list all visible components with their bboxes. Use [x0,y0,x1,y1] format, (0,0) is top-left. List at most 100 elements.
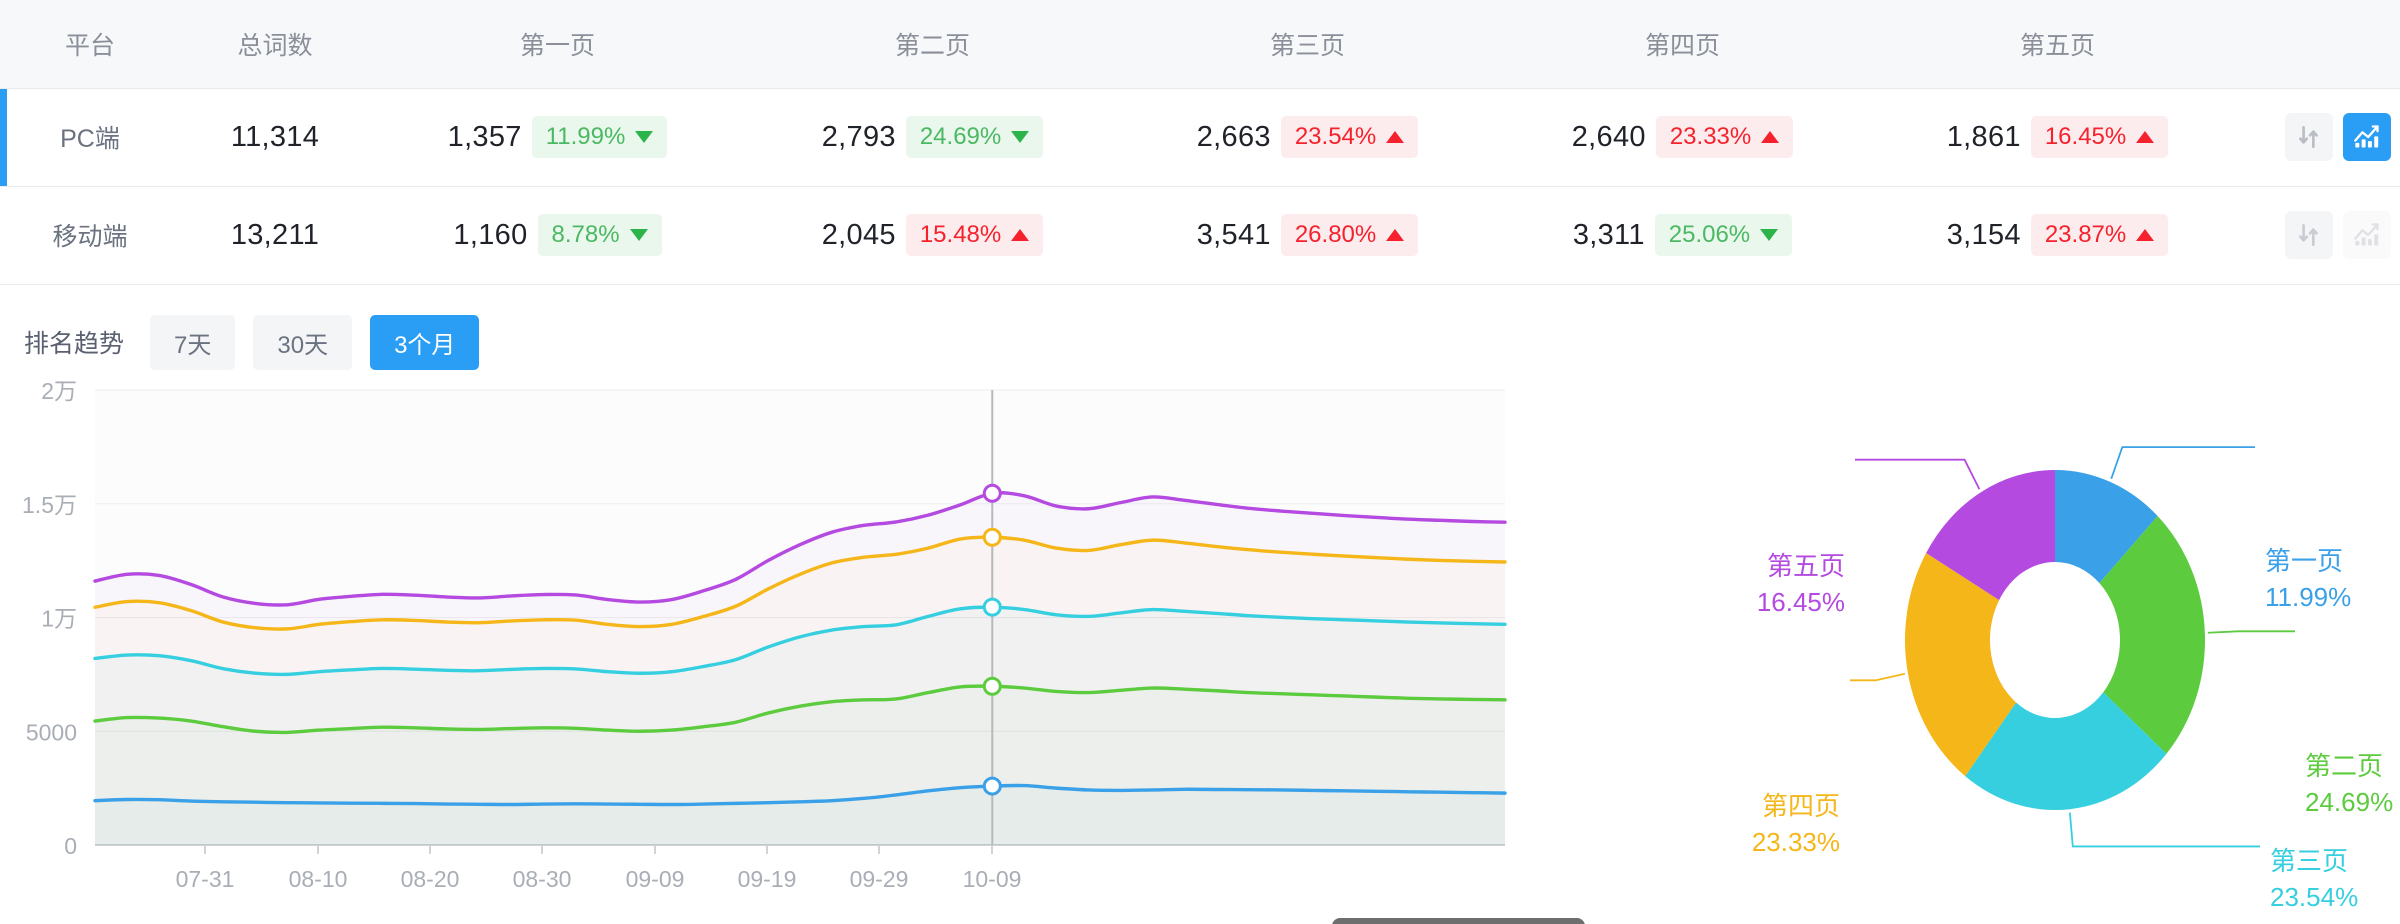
page-percent-badge: 23.87% [2030,214,2169,256]
donut-label-第五页: 第五页 [1767,551,1845,581]
donut-leader-line [2110,445,2255,479]
col-header-page-3: 第三页 [1120,0,1495,89]
y-axis-tick-label: 2万 [41,378,77,404]
donut-label-第四页: 第四页 [1762,791,1840,821]
page-count: 2,793 [821,120,896,153]
chart-icon[interactable] [2342,113,2391,161]
page-percent-badge: 11.99% [531,116,668,158]
donut-value-第四页: 23.33% [1752,827,1840,857]
donut-slice-第四页[interactable] [1905,552,2017,776]
platform-label: 移动端 [52,223,128,251]
cell-total: 11,314 [180,88,370,186]
page-percent-badge: 15.48% [905,214,1044,256]
arrow-up-icon [1386,229,1405,241]
page-percent-badge: 23.54% [1280,116,1419,158]
arrow-up-icon [1386,131,1405,143]
col-header-page-1: 第一页 [370,0,745,89]
cell-platform: PC端 [0,88,180,186]
table-body: PC端 11,314 1,357 11.99% [0,88,2400,284]
page-count: 2,663 [1196,120,1271,153]
page-percent: 8.78% [551,221,620,248]
range-3m[interactable]: 3个月 [370,314,480,370]
page-percent: 26.80% [1294,221,1377,248]
charts-area: 0 5000 1万 1.5万 2万 07-31 08-10 08-20 08-30 09-09 09… [0,370,2400,924]
chart-icon[interactable] [2342,211,2391,259]
crosshair-marker [982,597,1002,617]
page-count: 3,311 [1572,218,1645,251]
page-percent: 16.45% [2044,123,2127,150]
donut-label-第一页: 第一页 [2265,546,2343,576]
donut-value-第一页: 11.99% [2265,582,2351,612]
donut-leader-line [2207,629,2295,634]
page-percent: 15.48% [919,221,1002,248]
x-axis-tick-label: 10-09 [963,866,1022,892]
donut-slice-第三页[interactable] [1965,691,2167,810]
cell-page-1: 1,357 11.99% [370,88,745,186]
crosshair-marker [982,676,1002,696]
crosshair-marker [982,776,1002,796]
arrow-down-icon [629,229,648,241]
cell-actions [2245,186,2400,284]
col-header-total: 总词数 [180,0,370,89]
platform-rank-table: 平台 总词数 第一页 第二页 第三页 第四页 第五页 PC端 11,314 [0,0,2400,285]
page-count: 1,357 [447,120,522,153]
series-line-前10名 [93,783,1507,806]
page-count: 3,541 [1196,218,1271,251]
x-axis-tick-label: 09-09 [626,866,685,892]
crosshair-marker [982,527,1002,547]
rank-trend-line-chart[interactable]: 0 5000 1万 1.5万 2万 07-31 08-10 08-20 08-30 09-09 09… [0,370,1700,924]
page-percent-badge: 8.78% [537,214,662,256]
page-percent-badge: 24.69% [905,116,1044,158]
cell-page-4: 2,640 23.33% [1495,88,1870,186]
page-percent-badge: 23.33% [1655,116,1794,158]
cell-page-4: 3,311 25.06% [1495,186,1870,284]
col-header-page-2: 第二页 [745,0,1120,89]
donut-leader-line [1855,458,1981,490]
donut-slice-第五页[interactable] [1926,469,2055,600]
page-percent-badge: 26.80% [1280,214,1419,256]
platform-label: PC端 [60,125,120,153]
table-header: 平台 总词数 第一页 第二页 第三页 第四页 第五页 [0,0,2400,89]
arrow-down-icon [1011,131,1030,143]
donut-value-第二页: 24.69% [2305,787,2393,817]
x-axis-tick-label: 07-31 [176,866,235,892]
page-percent: 23.54% [1294,123,1377,150]
x-axis-tick-label: 09-29 [850,866,909,892]
cell-platform: 移动端 [0,186,180,284]
arrow-down-icon [1760,229,1779,241]
page-count: 1,861 [1946,120,2021,153]
series-line-前20名 [93,683,1507,734]
col-header-page-5: 第五页 [1870,0,2245,89]
page-percent: 24.69% [919,123,1002,150]
arrow-down-icon [635,131,654,143]
page-percent: 23.87% [2044,221,2127,248]
arrow-up-icon [1761,131,1780,143]
donut-label-第三页: 第三页 [2270,846,2348,876]
table-row[interactable]: PC端 11,314 1,357 11.99% [0,88,2400,186]
row-selected-indicator [0,88,7,186]
table-row[interactable]: 移动端 13,211 1,160 8.78% [0,186,2400,284]
cell-page-5: 1,861 16.45% [1870,88,2245,186]
page-count: 3,154 [1946,218,2021,251]
y-axis-tick-label: 1.5万 [22,491,77,517]
page-percent-badge: 16.45% [2030,116,2169,158]
trend-title: 排名趋势 [24,330,125,358]
y-axis-tick-label: 1万 [41,605,77,631]
cell-actions [2245,88,2400,186]
x-axis-tick-label: 08-30 [513,866,572,892]
col-header-actions [2245,0,2400,89]
sort-icon[interactable] [2284,113,2333,161]
sort-icon[interactable] [2284,211,2333,259]
total-value: 13,211 [230,218,320,251]
cell-total: 13,211 [180,186,370,284]
range-30d[interactable]: 30天 [253,314,353,370]
donut-slice-第二页[interactable] [2099,515,2205,754]
donut-slice-第一页[interactable] [2055,469,2158,583]
cell-page-3: 3,541 26.80% [1120,186,1495,284]
series-line-前50名 [93,490,1507,607]
y-axis-tick-label: 5000 [26,719,77,745]
page-percent-badge: 25.06% [1654,214,1793,256]
page-distribution-donut-chart[interactable]: 第一页 11.99% 第二页 24.69% 第三页 23.54% 第四页 23.33% 第五页 1… [1700,370,2400,924]
range-7d[interactable]: 7天 [150,314,236,370]
